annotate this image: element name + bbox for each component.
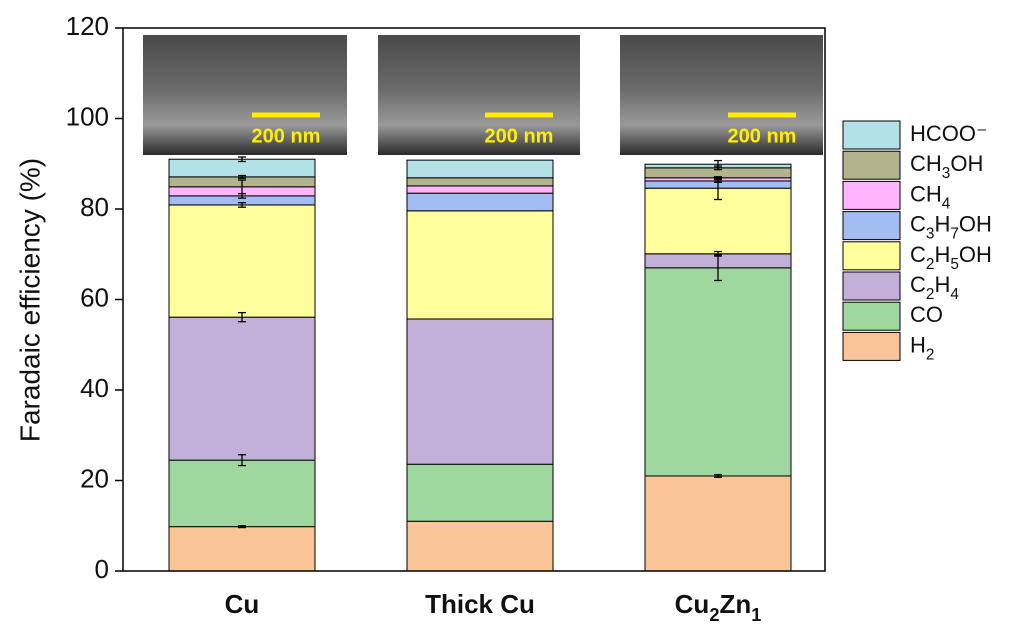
x-tick-label: Thick Cu [425, 589, 535, 619]
legend-swatch [843, 242, 900, 270]
y-tick-label: 20 [80, 463, 109, 493]
legend-swatch [843, 212, 900, 240]
legend-swatch [843, 121, 900, 149]
legend-swatch [843, 181, 900, 209]
y-tick-label: 40 [80, 373, 109, 403]
bar-segment [407, 319, 553, 464]
y-tick-label: 120 [66, 11, 109, 41]
y-tick-label: 100 [66, 101, 109, 131]
scale-label: 200 nm [252, 125, 321, 147]
y-tick-label: 0 [95, 554, 109, 584]
scale-label: 200 nm [485, 125, 554, 147]
bar-segment [645, 476, 791, 571]
bar-segment [407, 178, 553, 186]
chart: Faradaic efficiency (%) 0 20 40 60 80 100 120 C… [0, 0, 1023, 628]
y-axis-label: Faradaic efficiency (%) [14, 158, 45, 442]
bar-segment [407, 521, 553, 571]
legend-label: C2H4 [910, 272, 959, 303]
bar-segment [407, 186, 553, 193]
bar-segment [407, 464, 553, 521]
bar-segment [407, 160, 553, 178]
bar-segment [407, 193, 553, 211]
legend-label: CO [910, 302, 943, 327]
y-tick-label: 60 [80, 282, 109, 312]
legend-label: C3H7OH [910, 211, 992, 242]
legend-swatch [843, 151, 900, 179]
bar-segment [169, 317, 315, 460]
bar-segment [169, 460, 315, 527]
legend-swatch [843, 302, 900, 330]
bar-segment [169, 527, 315, 571]
x-tick-label: Cu2Zn1 [675, 589, 762, 625]
bar-segment [169, 205, 315, 317]
legend-label: H2 [910, 332, 934, 363]
legend-swatch [843, 272, 900, 300]
x-tick-label: Cu [225, 589, 260, 619]
legend-label: HCOO⁻ [910, 121, 988, 146]
bar-segment [407, 211, 553, 319]
legend-swatch [843, 332, 900, 360]
y-tick-label: 80 [80, 192, 109, 222]
bar-segment [645, 268, 791, 476]
legend-label: C2H5OH [910, 242, 992, 273]
legend-label: CH3OH [910, 151, 983, 182]
legend-label: CH4 [910, 181, 951, 212]
scale-label: 200 nm [728, 125, 797, 147]
